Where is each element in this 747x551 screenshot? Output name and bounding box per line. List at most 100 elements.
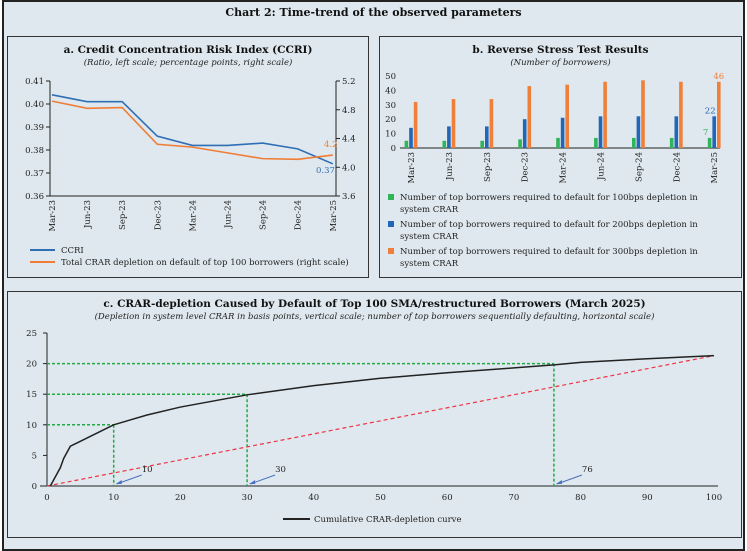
legend-label: Total CRAR depletion on default of top 1…: [61, 257, 349, 268]
legend-label: Number of top borrowers required to defa…: [400, 220, 698, 230]
bar: [603, 81, 607, 148]
bar: [641, 80, 645, 148]
y-tick-label: 20: [26, 360, 37, 370]
legend-label-cont: system CRAR: [400, 205, 459, 215]
x-tick-label: 50: [375, 493, 386, 503]
x-tick-label: 20: [175, 493, 186, 503]
legend-swatch: [388, 221, 394, 227]
arrow-head: [249, 480, 256, 484]
y-tick-label: 40: [385, 86, 396, 96]
arrow-head: [115, 480, 122, 484]
legend-swatch: [388, 248, 394, 254]
x-tick-label: 60: [442, 493, 453, 503]
bar: [669, 137, 674, 148]
bar: [404, 140, 409, 148]
x-tick-label: Mar-23: [48, 200, 58, 232]
x-tick-label: Sep-23: [483, 152, 493, 182]
bar: [527, 86, 532, 148]
y-tick-label: 15: [26, 390, 37, 400]
x-tick-label: 0: [44, 493, 49, 503]
y-tick-label: 10: [385, 130, 396, 140]
end-label: 22: [705, 106, 716, 116]
bar: [409, 127, 413, 148]
x-tick-label: Dec-23: [153, 200, 163, 230]
x-tick-label: Mar-24: [559, 152, 569, 184]
bar: [480, 140, 484, 148]
end-label: 46: [713, 72, 724, 82]
panel-ccri: a. Credit Concentration Risk Index (CCRI…: [7, 36, 369, 278]
bar: [518, 139, 522, 148]
y-tick-label: 20: [385, 115, 396, 125]
y-tick-label: 30: [385, 101, 396, 111]
legend-label-cont: system CRAR: [400, 232, 459, 242]
x-tick-label: Mar-25: [710, 152, 720, 184]
legend-label: Number of top borrowers required to defa…: [400, 247, 698, 257]
reference-line: [46, 355, 715, 487]
panel-b-title: b. Reverse Stress Test Results: [472, 44, 649, 56]
x-tick-label: Jun-23: [445, 152, 455, 181]
series-line-ccri: [51, 94, 334, 165]
panel-crar-depletion: c. CRAR-depletion Caused by Default of T…: [7, 291, 742, 538]
y-tick-label: 0: [391, 144, 396, 154]
bar: [674, 116, 679, 148]
bar: [413, 101, 418, 148]
bar: [565, 84, 569, 148]
y-tick-label: 10: [26, 421, 37, 431]
bar: [712, 116, 716, 148]
x-tick-label: 70: [508, 493, 519, 503]
figure-title: Chart 2: Time-trend of the observed para…: [225, 6, 522, 19]
legend-label: CCRI: [61, 246, 84, 256]
arrow-head: [555, 480, 562, 484]
panel-c-title: c. CRAR-depletion Caused by Default of T…: [103, 298, 646, 310]
x-tick-label: Dec-23: [521, 152, 531, 182]
end-label: 7: [703, 128, 708, 138]
y-tick-label: 50: [385, 72, 396, 82]
y-left-tick-label: 0.40: [25, 100, 44, 110]
x-tick-label: Sep-24: [259, 200, 269, 230]
y-tick-label: 0: [32, 482, 37, 492]
y-right-tick-label: 4.4: [342, 135, 356, 145]
panel-a-subtitle: (Ratio, left scale; percentage points, r…: [83, 58, 293, 68]
bar: [522, 119, 527, 148]
bar: [442, 140, 447, 148]
annotation-label: 30: [275, 465, 286, 475]
y-left-tick-label: 0.36: [25, 192, 44, 202]
x-tick-label: Mar-23: [407, 152, 417, 184]
x-tick-label: 80: [575, 493, 586, 503]
bar: [489, 99, 494, 148]
x-tick-label: Dec-24: [672, 152, 682, 182]
bar: [632, 137, 636, 148]
bar: [451, 99, 456, 148]
series-line-crar: [51, 100, 333, 161]
x-tick-label: Sep-24: [634, 152, 644, 182]
bar: [556, 137, 560, 148]
x-tick-label: Sep-23: [118, 200, 128, 230]
legend-label: Number of top borrowers required to defa…: [400, 193, 698, 203]
legend-label-cont: system CRAR: [400, 259, 459, 269]
end-label: 0.37: [316, 166, 335, 176]
x-tick-label: 100: [706, 493, 722, 503]
y-left-tick-label: 0.39: [25, 123, 44, 133]
y-tick-label: 25: [26, 329, 37, 339]
x-tick-label: Dec-24: [294, 200, 304, 230]
bar: [560, 117, 565, 148]
x-tick-label: Mar-24: [188, 200, 198, 232]
bar: [447, 126, 451, 148]
bar: [485, 126, 489, 148]
y-right-tick-label: 3.6: [342, 192, 356, 202]
y-right-tick-label: 4.8: [342, 106, 356, 116]
x-tick-label: Jun-24: [597, 152, 607, 181]
y-right-tick-label: 4.0: [342, 163, 356, 173]
y-right-tick-label: 5.2: [342, 77, 356, 87]
cumulative-depletion-curve: [49, 354, 715, 487]
legend-label: Cumulative CRAR-depletion curve: [314, 515, 462, 525]
bar: [707, 137, 712, 148]
bar: [717, 81, 721, 148]
y-tick-label: 5: [32, 451, 37, 461]
x-tick-label: Jun-24: [224, 200, 234, 229]
y-left-tick-label: 0.41: [25, 77, 44, 87]
bar: [594, 137, 598, 148]
legend-swatch: [388, 194, 394, 200]
annotation-label: 76: [582, 465, 593, 475]
